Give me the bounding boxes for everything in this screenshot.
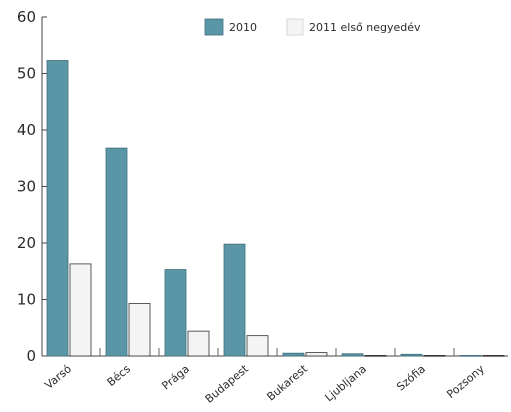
- category-label: Varsó: [42, 362, 74, 392]
- y-tick-label: 10: [17, 291, 36, 309]
- y-tick-label: 20: [17, 234, 36, 252]
- bar-2011q1-6: [424, 355, 445, 356]
- x-axis: Varsó Bécs Prága Budapest Bukarest Ljubljana S…: [42, 348, 508, 406]
- bar-2011q1-3: [247, 336, 268, 356]
- category-label: Bukarest: [264, 362, 310, 404]
- bar-2011q1-5: [365, 355, 386, 356]
- category-label: Pozsony: [444, 362, 487, 401]
- bar-2010-0: [47, 61, 68, 356]
- category-label: Bécs: [105, 362, 134, 389]
- bar-2011q1-0: [70, 264, 91, 356]
- y-tick-label: 40: [17, 121, 36, 139]
- y-tick-label: 60: [17, 8, 36, 26]
- legend-label-2010: 2010: [229, 21, 257, 34]
- bar-2011q1-2: [188, 331, 209, 356]
- bar-2010-4: [283, 353, 304, 356]
- bar-2010-6: [401, 354, 422, 356]
- bar-2011q1-7: [483, 355, 504, 356]
- bar-2011q1-4: [306, 353, 327, 356]
- bar-2010-1: [106, 148, 127, 356]
- bar-2010-5: [342, 354, 363, 356]
- category-label: Szófia: [394, 362, 428, 393]
- category-label: Budapest: [203, 362, 252, 406]
- bar-2011q1-1: [129, 303, 150, 356]
- bar-2010-3: [224, 244, 245, 356]
- bar-2010-7: [460, 355, 481, 356]
- y-tick-label: 0: [26, 347, 36, 365]
- category-label: Prága: [159, 362, 191, 392]
- bars: [47, 61, 504, 357]
- y-tick-label: 30: [17, 178, 36, 196]
- y-tick-label: 50: [17, 65, 36, 83]
- legend-label-2011q1: 2011 első negyedév: [309, 21, 421, 34]
- category-label: Ljubljana: [322, 362, 368, 404]
- bar-2010-2: [165, 270, 186, 356]
- legend: 2010 2011 első negyedév: [205, 19, 421, 35]
- y-axis: 0 10 20 30 40 50 60: [17, 8, 47, 365]
- legend-swatch-2011q1: [287, 19, 303, 35]
- legend-swatch-2010: [205, 19, 223, 35]
